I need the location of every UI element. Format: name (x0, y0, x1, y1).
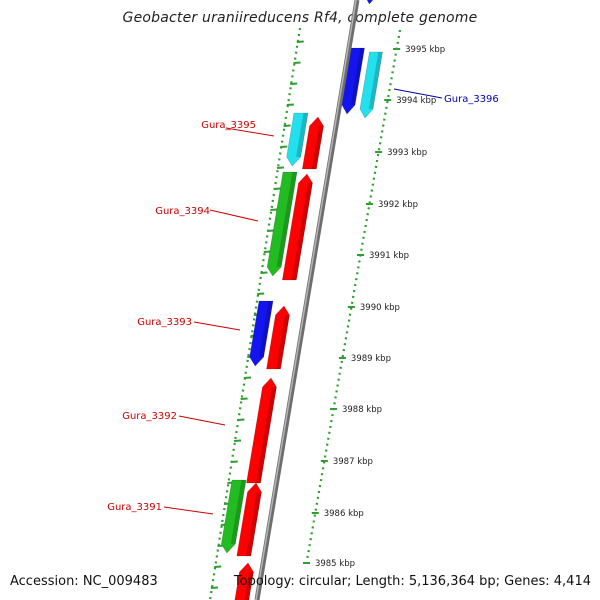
inner-scale-tick (257, 292, 265, 295)
gene-label-gura-3391[interactable]: Gura_3391 (107, 502, 162, 513)
scale-label-3993: 3993 kbp (387, 148, 427, 158)
accession-text: Accession: NC_009483 (10, 574, 158, 589)
gene-label-gura-3396[interactable]: Gura_3396 (444, 94, 499, 105)
gene-arrow-green-3394 (266, 171, 298, 277)
inner-scale-tick (230, 460, 238, 463)
scale-label-3992: 3992 kbp (378, 200, 418, 210)
inner-scale-tick (243, 376, 252, 379)
leader-line-gura-3392 (178, 415, 226, 426)
inner-scale-tick (293, 61, 301, 64)
inner-scale-tick (276, 166, 285, 169)
genome-stats-text: Topology: circular; Length: 5,136,364 bp… (233, 574, 591, 589)
outer-dotted-ring (305, 29, 402, 561)
gene-arrow-red-3391 (236, 482, 262, 557)
feature-layer (221, 0, 383, 600)
leader-line-gura-3394 (209, 209, 259, 222)
label-layer: Gura_3396 Gura_3395 Gura_3394 Gura_3393 Gura… (107, 88, 499, 515)
genome-backbone (254, 0, 360, 600)
gene-arrow-cyan-3396 (359, 51, 383, 119)
scale-label-3995: 3995 kbp (405, 45, 445, 55)
scale-label-3987: 3987 kbp (333, 457, 373, 467)
leader-line-gura-3395 (225, 127, 275, 137)
inner-scale-tick (210, 586, 218, 589)
gene-arrow-blue-top-edge (366, 0, 374, 5)
gene-arrow-blue-3393 (249, 300, 274, 367)
scale-label-3985: 3985 kbp (315, 559, 355, 569)
inner-scale-tick (290, 82, 298, 85)
inner-scale-tick (240, 397, 248, 400)
gene-label-gura-3394[interactable]: Gura_3394 (155, 206, 210, 217)
scale-label-3991: 3991 kbp (369, 251, 409, 261)
backbone-layer (254, 0, 360, 600)
gene-arrow-red-3394 (281, 173, 313, 281)
scale-label-3989: 3989 kbp (351, 354, 391, 364)
scale-label-3986: 3986 kbp (324, 509, 364, 519)
scale-label-3994: 3994 kbp (396, 96, 436, 106)
genome-backbone-highlight (255, 0, 357, 600)
gene-arrow-red-bottom-edge (234, 562, 254, 600)
scale-tick-layer: 3995 kbp 3994 kbp 3993 kbp 3992 kbp 3991 kbp… (210, 40, 445, 589)
inner-scale-tick (237, 418, 245, 421)
scale-label-3988: 3988 kbp (342, 405, 382, 415)
scale-label-3990: 3990 kbp (360, 303, 400, 313)
gene-arrow-cyan-3395 (286, 112, 309, 167)
inner-scale-tick (296, 40, 304, 43)
gene-label-gura-3393[interactable]: Gura_3393 (137, 317, 192, 328)
inner-scale-tick (273, 187, 281, 190)
inner-scale-tick (266, 229, 275, 232)
leader-line-gura-3391 (163, 506, 214, 515)
gene-arrow-blue-3396 (341, 47, 365, 115)
gene-arrow-red-3392 (246, 377, 277, 484)
inner-scale-tick (270, 208, 278, 211)
inner-scale-tick (233, 439, 242, 442)
gene-label-gura-3392[interactable]: Gura_3392 (122, 411, 177, 422)
inner-scale-tick (280, 145, 288, 148)
inner-scale-tick (286, 103, 294, 106)
gene-arrow-green-3391 (221, 479, 247, 554)
inner-scale-tick (283, 124, 291, 127)
gene-arrow-red-3393 (266, 305, 290, 370)
gene-arrow-red-3395 (301, 116, 324, 170)
leader-line-gura-3393 (193, 321, 241, 331)
inner-scale-tick (263, 250, 271, 253)
genome-title: Geobacter uraniireducens Rf4, complete g… (122, 10, 478, 26)
leader-line-gura-3396 (393, 88, 443, 99)
inner-scale-tick (260, 271, 268, 274)
gene-label-gura-3395[interactable]: Gura_3395 (201, 120, 256, 131)
inner-scale-tick (214, 565, 222, 568)
